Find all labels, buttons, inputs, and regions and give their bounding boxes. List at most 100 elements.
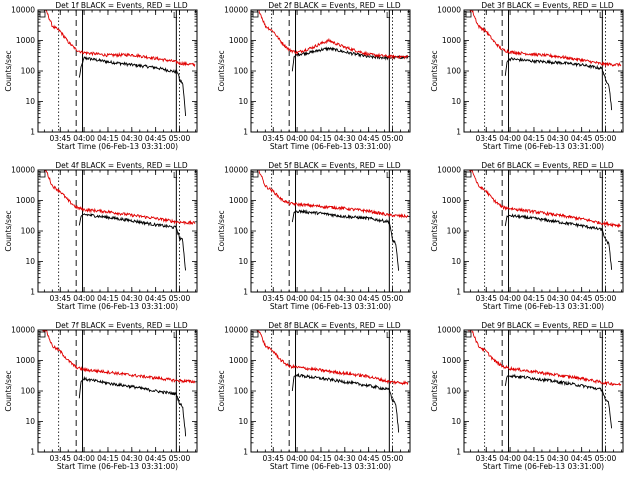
y-tick-label: 10: [451, 257, 461, 266]
panel-title: Det 7f BLACK = Events, RED = LLD: [55, 321, 188, 330]
panel-det-1: Det 1f BLACK = Events, RED = LLD Counts/s…: [4, 1, 198, 151]
series-line-lld: [40, 170, 196, 226]
plot-frame: [250, 9, 411, 133]
x-tick-label: 04:15: [310, 454, 332, 463]
y-tick-label: 1000: [229, 36, 248, 45]
y-tick-label: 100: [447, 227, 462, 236]
x-tick-label: 04:15: [97, 454, 119, 463]
series-group: [256, 10, 409, 72]
y-axis-label: Counts/sec: [217, 50, 226, 91]
y-tick-label: 1000: [16, 36, 35, 45]
y-tick-label: 10000: [437, 326, 461, 335]
y-tick-label: 100: [21, 387, 36, 396]
y-tick-label: 1: [30, 448, 35, 457]
y-tick-label: 1: [456, 288, 461, 297]
panel-det-4: Det 4f BLACK = Events, RED = LLD Counts/s…: [4, 161, 198, 311]
x-tick-label: 04:30: [547, 454, 569, 463]
y-tick-label: 10000: [11, 6, 35, 15]
x-tick-label: 05:00: [382, 454, 404, 463]
x-tick-label: 03:45: [475, 294, 497, 303]
y-tick-label: 100: [234, 387, 249, 396]
y-tick-label: 10: [238, 417, 248, 426]
x-tick-label: 04:00: [286, 134, 308, 143]
x-tick-label: 05:00: [169, 134, 191, 143]
x-tick-label: 04:45: [145, 134, 167, 143]
plot-frame: [37, 169, 198, 293]
plot-frame: [37, 9, 198, 133]
series-line-events: [504, 373, 613, 429]
x-tick-label: 04:45: [145, 454, 167, 463]
x-tick-label: 04:00: [73, 134, 95, 143]
y-tick-label: 1: [243, 128, 248, 137]
y-tick-label: 100: [447, 387, 462, 396]
x-tick-label: 04:15: [97, 294, 119, 303]
panel-det-5: Det 5f BLACK = Events, RED = LLD Counts/s…: [217, 161, 411, 311]
corner-mark: L: [386, 171, 391, 180]
corner-mark: L: [386, 331, 391, 340]
y-tick-label: 10: [451, 97, 461, 106]
x-tick-label: 03:45: [475, 134, 497, 143]
plot-frame: [463, 169, 624, 293]
x-axis-label: Start Time (06-Feb-13 03:31:00): [483, 462, 604, 471]
x-tick-label: 04:45: [571, 294, 593, 303]
panel-det-3: Det 3f BLACK = Events, RED = LLD Counts/s…: [430, 1, 624, 151]
x-axis-label: Start Time (06-Feb-13 03:31:00): [57, 142, 178, 151]
x-axis-label: Start Time (06-Feb-13 03:31:00): [270, 462, 391, 471]
y-axis-label: Counts/sec: [430, 50, 439, 91]
y-tick-label: 100: [234, 227, 249, 236]
x-tick-label: 04:00: [499, 134, 521, 143]
series-group: [468, 170, 622, 270]
y-tick-label: 1000: [442, 356, 461, 365]
y-tick-label: 10: [238, 257, 248, 266]
y-tick-label: 1000: [229, 196, 248, 205]
y-axis-label: Counts/sec: [4, 50, 13, 91]
y-tick-label: 1: [456, 128, 461, 137]
x-tick-label: 04:30: [334, 454, 356, 463]
x-tick-label: 05:00: [382, 294, 404, 303]
x-tick-label: 03:45: [475, 454, 497, 463]
y-tick-label: 1: [243, 288, 248, 297]
x-tick-label: 04:30: [121, 294, 143, 303]
series-line-lld: [42, 10, 196, 68]
y-tick-label: 1: [456, 448, 461, 457]
corner-box-mark: [465, 171, 472, 178]
series-group: [42, 10, 196, 117]
x-tick-label: 04:15: [310, 294, 332, 303]
corner-box-mark: [465, 331, 472, 338]
corner-mark: L: [386, 11, 391, 20]
corner-box-mark: [39, 171, 46, 178]
panel-det-8: Det 8f BLACK = Events, RED = LLD Counts/s…: [217, 321, 411, 471]
series-line-lld: [464, 330, 622, 387]
y-axis-label: Counts/sec: [4, 210, 13, 251]
x-tick-label: 03:45: [49, 294, 71, 303]
series-group: [465, 10, 622, 111]
series-line-events: [504, 56, 613, 111]
series-line-lld: [39, 330, 196, 384]
x-tick-label: 05:00: [169, 294, 191, 303]
y-tick-label: 1: [243, 448, 248, 457]
x-tick-label: 05:00: [382, 134, 404, 143]
panel-title: Det 9f BLACK = Events, RED = LLD: [481, 321, 614, 330]
panel-title: Det 8f BLACK = Events, RED = LLD: [268, 321, 401, 330]
y-tick-label: 1000: [442, 36, 461, 45]
plot-frame: [463, 329, 624, 453]
panel-det-9: Det 9f BLACK = Events, RED = LLD Counts/s…: [430, 321, 624, 471]
panel-title: Det 2f BLACK = Events, RED = LLD: [268, 1, 401, 10]
x-axis-label: Start Time (06-Feb-13 03:31:00): [57, 462, 178, 471]
panel-title: Det 3f BLACK = Events, RED = LLD: [481, 1, 614, 10]
x-tick-label: 04:45: [358, 134, 380, 143]
y-tick-label: 10000: [437, 6, 461, 15]
x-axis-label: Start Time (06-Feb-13 03:31:00): [270, 302, 391, 311]
x-tick-label: 04:15: [523, 294, 545, 303]
y-tick-label: 1000: [16, 356, 35, 365]
plot-frame: [37, 329, 198, 453]
y-axis-label: Counts/sec: [217, 370, 226, 411]
x-axis-label: Start Time (06-Feb-13 03:31:00): [483, 302, 604, 311]
panel-title: Det 1f BLACK = Events, RED = LLD: [55, 1, 188, 10]
series-line-lld: [252, 170, 409, 219]
series-line-lld: [256, 10, 409, 60]
x-tick-label: 04:15: [310, 134, 332, 143]
y-tick-label: 10000: [11, 326, 35, 335]
y-axis-label: Counts/sec: [217, 210, 226, 251]
